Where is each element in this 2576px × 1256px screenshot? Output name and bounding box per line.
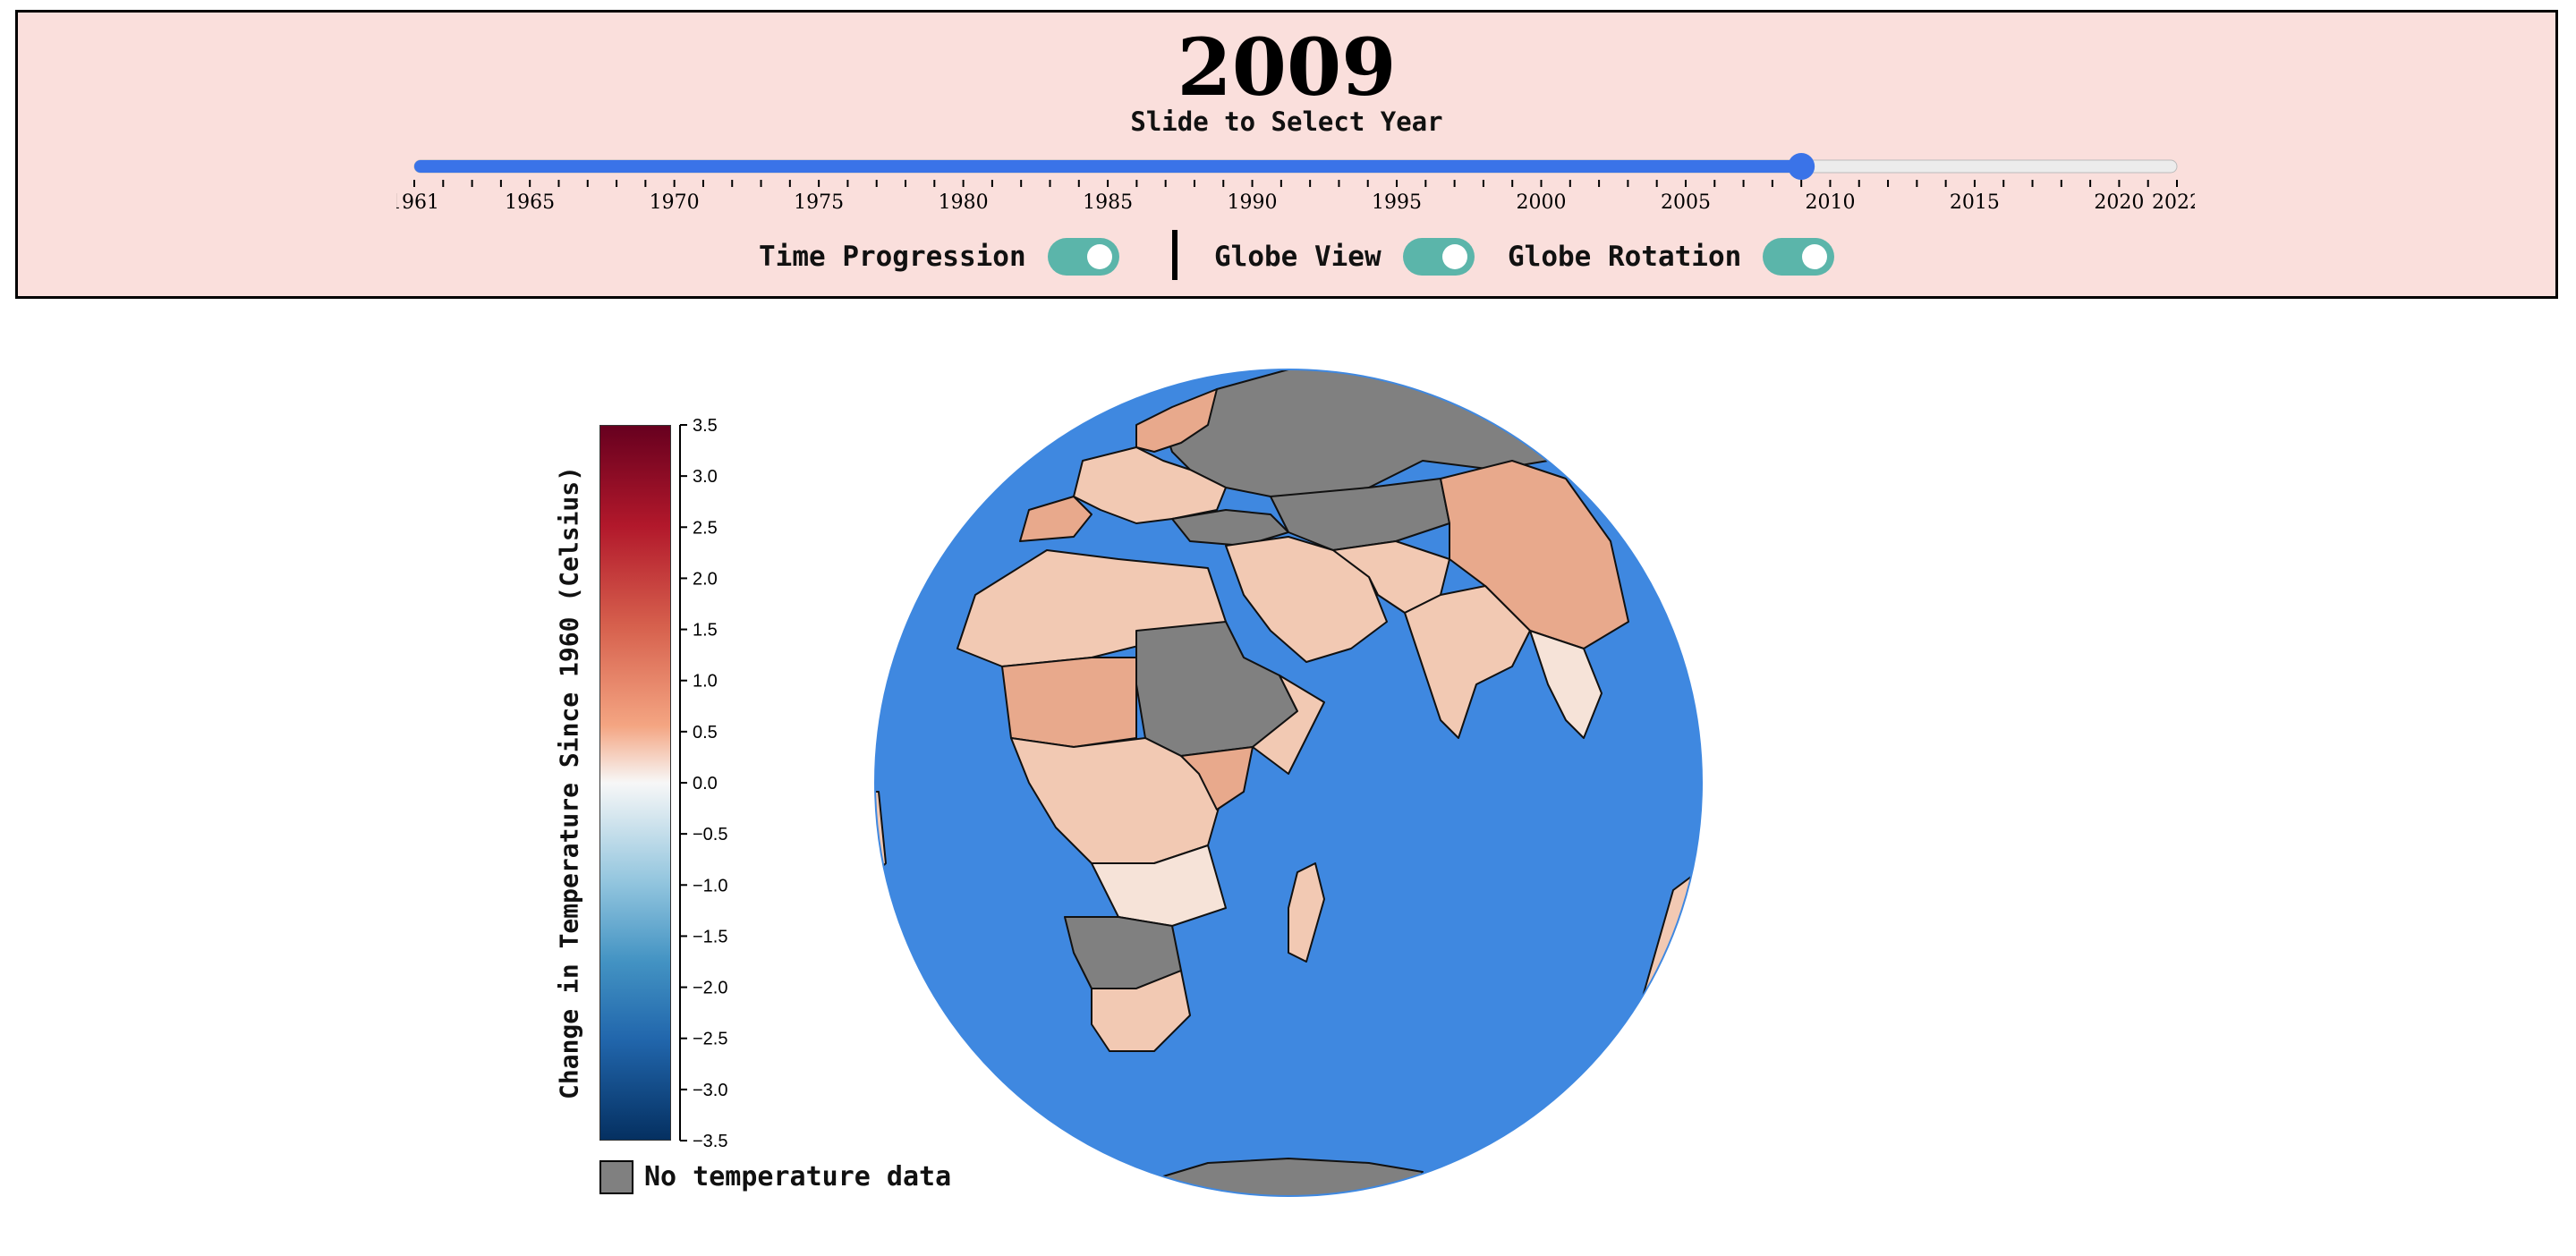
colorbar-tick-label: 3.5: [693, 416, 718, 436]
colorbar-tick-label: −3.5: [693, 1132, 727, 1151]
country-se-asia[interactable]: [1529, 630, 1603, 739]
temperature-colorbar: [599, 425, 671, 1141]
slider-tick-label: 1990: [1228, 191, 1278, 214]
colorbar-tick-label: 0.5: [693, 723, 718, 743]
colorbar-tick-label: 2.0: [693, 569, 718, 589]
globe-outline: [874, 369, 1703, 1197]
year-control-panel: 2009 Slide to Select Year 19611965197019…: [15, 10, 2558, 299]
colorbar-tick-label: 3.0: [693, 467, 718, 487]
no-data-swatch: [599, 1160, 633, 1194]
globe-map[interactable]: [868, 362, 1709, 1203]
colorbar-tick-label: −2.5: [693, 1030, 727, 1049]
country-central-asia[interactable]: [1270, 478, 1450, 551]
globe-view-toggle[interactable]: [1402, 238, 1475, 276]
time-progression-toggle-group: Time Progression: [759, 230, 1119, 284]
no-data-label: No temperature data: [644, 1161, 952, 1192]
country-somalia[interactable]: [1252, 675, 1325, 775]
colorbar-tick-label: 1.0: [693, 672, 718, 692]
time-progression-label: Time Progression: [759, 241, 1026, 273]
selected-year: 2009: [1177, 21, 1397, 114]
colorbar-tick-label: 1.5: [693, 621, 718, 641]
colorbar-tick-label: 0.0: [693, 774, 718, 793]
slider-fill: [414, 160, 1802, 173]
slider-tick-label: 2005: [1661, 191, 1711, 214]
colorbar-axis: 3.5 3.0 2.5 2.0 1.5 1.0 0.5 0.0 −0.5 −1.0 −1.5 −2.0…: [679, 416, 727, 1151]
slider-tick-label: 2010: [1805, 191, 1855, 214]
toggle-knob: [1086, 244, 1112, 269]
slider-tick-label: 1985: [1083, 191, 1133, 214]
globe-rotation-toggle[interactable]: [1763, 238, 1835, 276]
slider-tick-label: 2015: [1950, 191, 2000, 214]
country-arabia[interactable]: [1225, 536, 1388, 663]
globe-view-label: Globe View: [1214, 241, 1382, 273]
country-europe[interactable]: [1073, 446, 1227, 524]
country-madagascar[interactable]: [1288, 862, 1325, 963]
slider-tick-label: 1970: [650, 191, 700, 214]
colorbar-tick-label: −1.5: [693, 927, 727, 946]
toggle-knob: [1802, 244, 1828, 269]
country-india[interactable]: [1404, 585, 1531, 739]
time-progression-toggle[interactable]: [1047, 238, 1119, 276]
slider-tick-label: 1975: [794, 191, 844, 214]
country-iberia[interactable]: [1019, 496, 1092, 542]
country-east-africa[interactable]: [1180, 746, 1254, 810]
colorbar-tick-label: −0.5: [693, 825, 727, 844]
slider-tick-label: 1965: [505, 191, 555, 214]
toggle-divider: [1172, 230, 1177, 280]
year-slider[interactable]: 1961 1965 1970 1975 1980 1985 1990 1995 2000 2005…: [396, 144, 2195, 287]
colorbar-tick-label: −3.0: [693, 1081, 727, 1100]
globe-view-toggle-group: Globe View: [1214, 230, 1475, 284]
slider-label: Slide to Select Year: [1130, 106, 1443, 137]
slider-tick-label: 1980: [939, 191, 989, 214]
colorbar-tick-label: 2.5: [693, 518, 718, 538]
country-south-africa[interactable]: [1091, 970, 1191, 1052]
toggle-knob: [1441, 244, 1467, 269]
slider-tick-label: 2020: [2094, 191, 2144, 214]
slider-tick-label: 1961: [396, 191, 439, 214]
country-sahel[interactable]: [1001, 657, 1137, 748]
colorbar-tick-label: −1.0: [693, 876, 727, 895]
legend-title: Change in Temperature Since 1960 (Celsiu…: [554, 465, 584, 1100]
globe-rotation-label: Globe Rotation: [1508, 241, 1742, 273]
colorbar-tick-label: −2.0: [693, 979, 727, 998]
slider-tick-label: 1995: [1372, 191, 1422, 214]
slider-tick-label: 2022: [2152, 191, 2195, 214]
globe-rotation-toggle-group: Globe Rotation: [1508, 230, 1835, 284]
slider-thumb[interactable]: [1788, 153, 1815, 180]
slider-tick-label: 2000: [1517, 191, 1567, 214]
